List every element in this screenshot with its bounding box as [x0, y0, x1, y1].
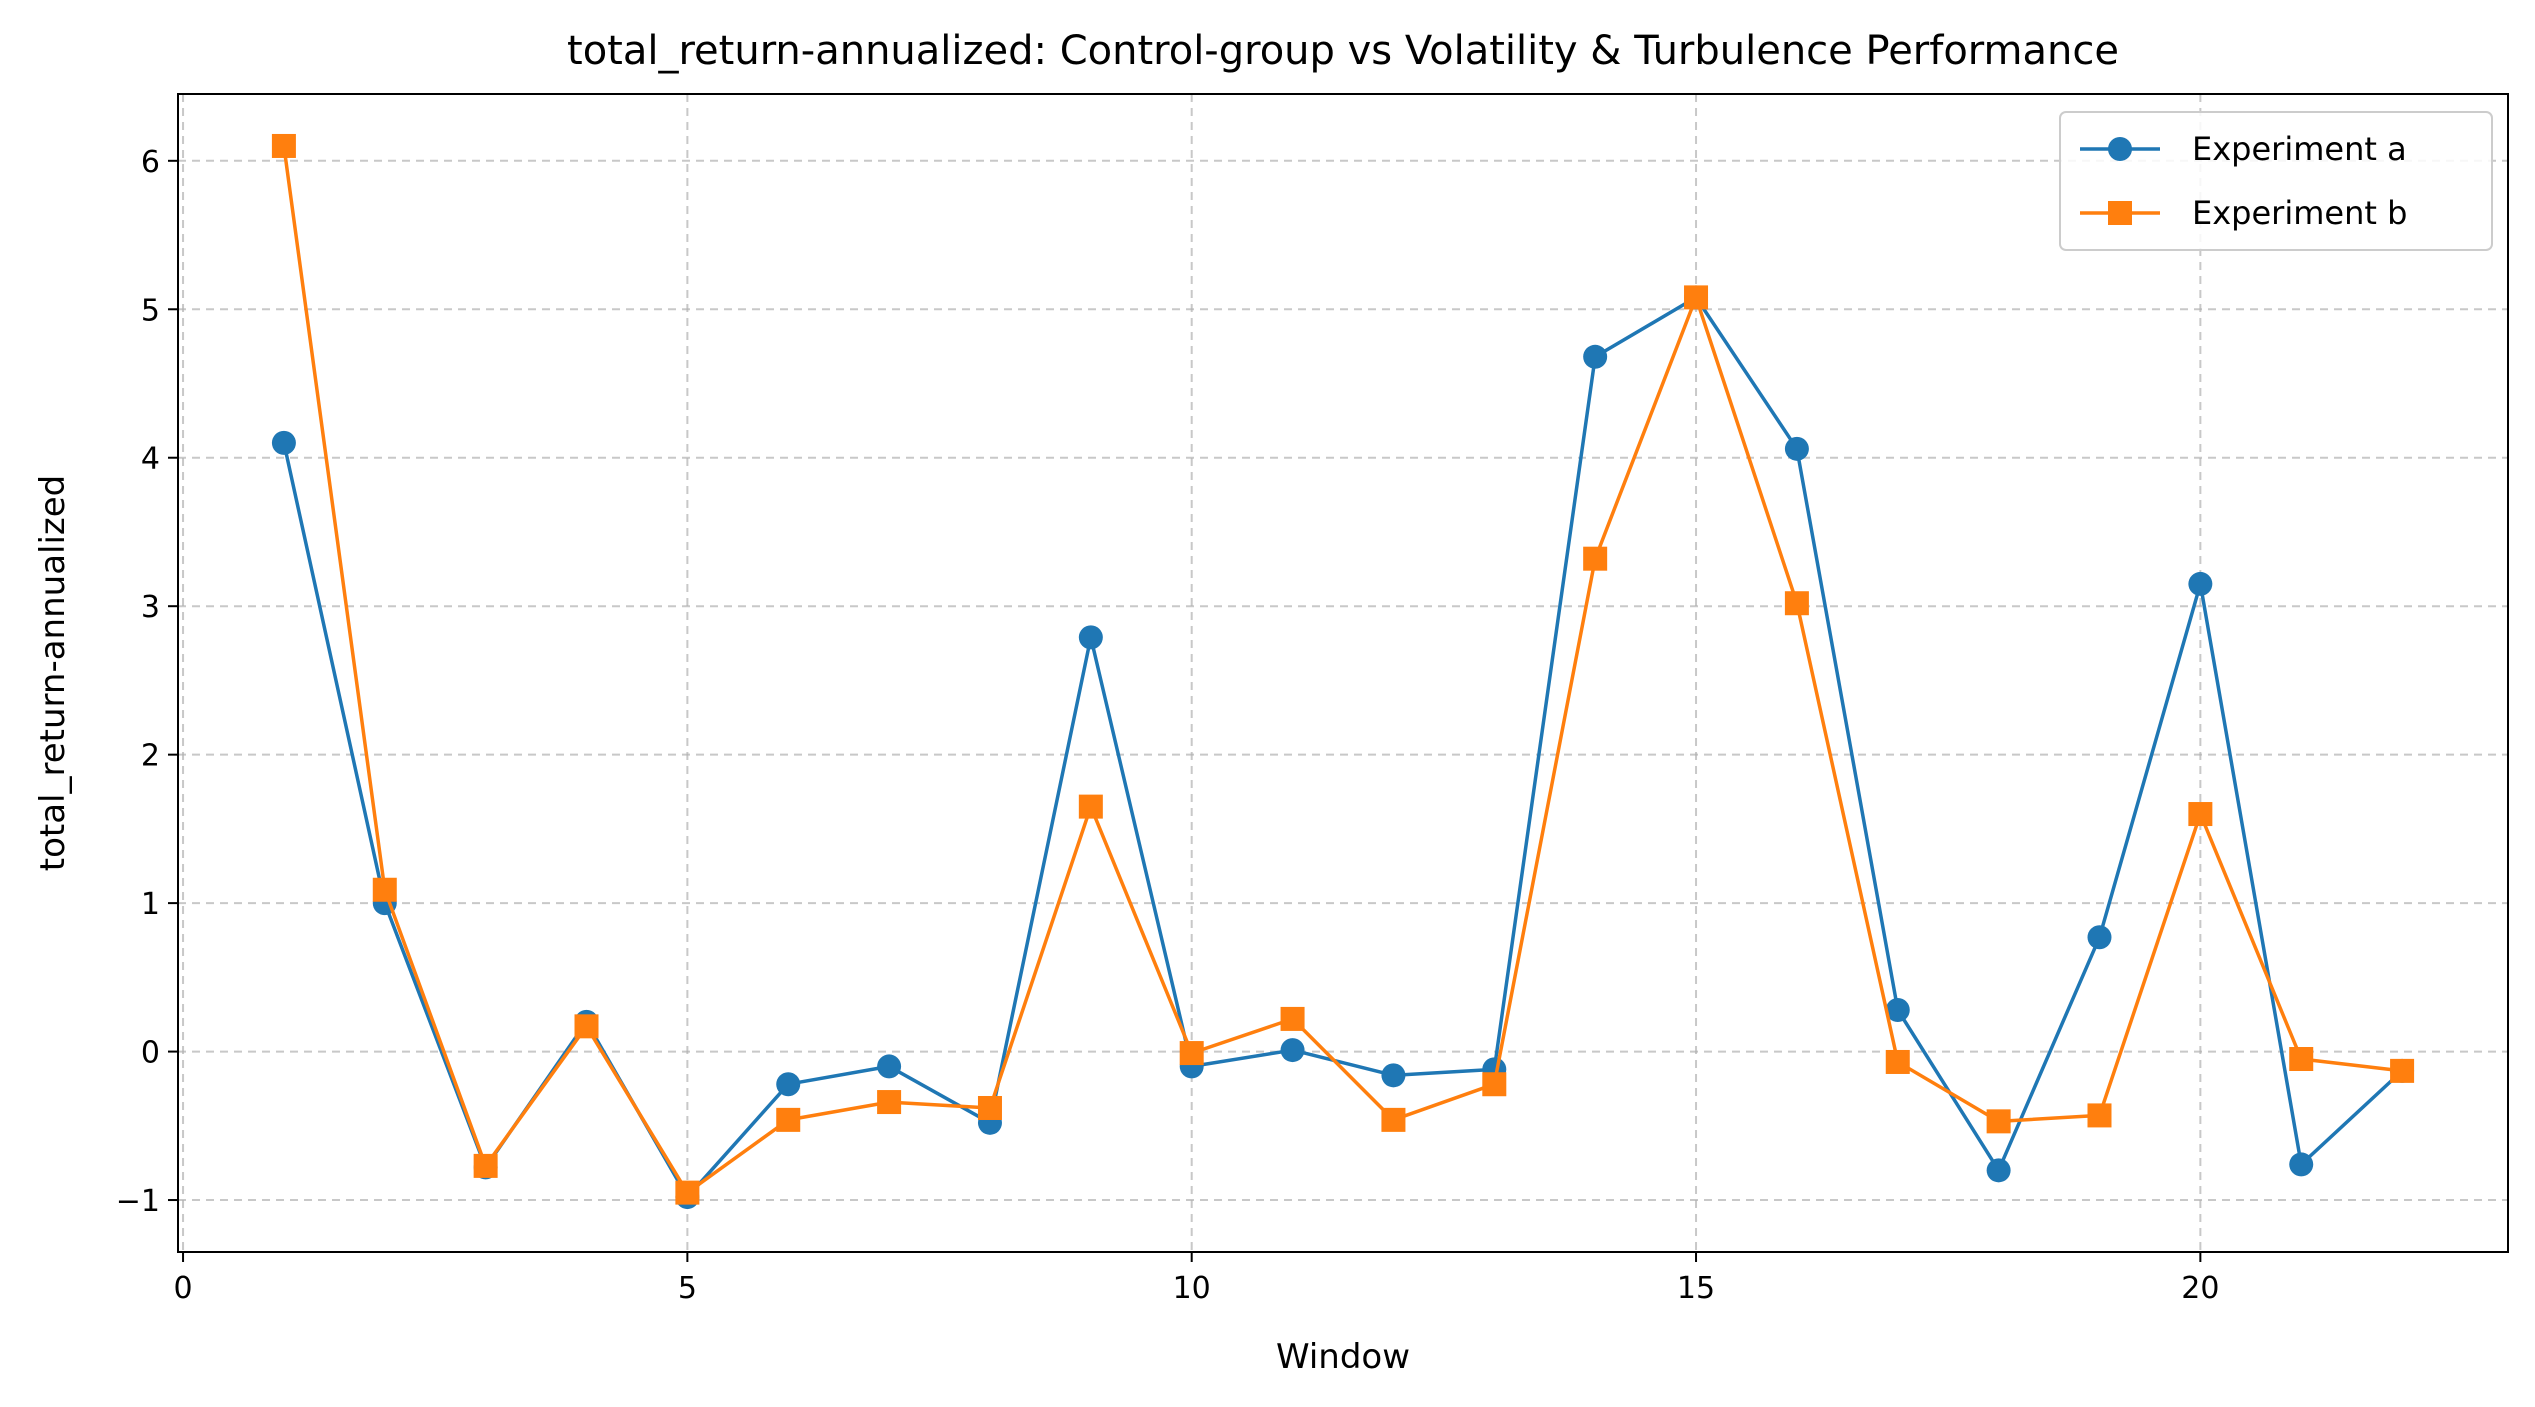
x-tick-label: 5 — [678, 1271, 697, 1306]
data-point-experiment-b — [1784, 591, 1809, 616]
data-point-experiment-b — [2289, 1047, 2314, 1071]
x-tick-label: 10 — [1173, 1271, 1211, 1306]
chart-title: total_return-annualized: Control-group v… — [567, 28, 2119, 74]
data-point-experiment-b — [1381, 1107, 1406, 1132]
data-point-experiment-b — [1179, 1041, 1204, 1066]
series-line-experiment-a — [282, 295, 2404, 1199]
data-point-experiment-b — [1583, 546, 1608, 571]
y-tick-label: 3 — [141, 590, 160, 625]
data-point-experiment-b — [1482, 1072, 1507, 1097]
data-point-experiment-a — [776, 1072, 801, 1097]
series-line-experiment-b — [282, 145, 2403, 1195]
data-point-experiment-b — [473, 1153, 498, 1178]
y-tick-label: 2 — [141, 739, 160, 774]
legend: Experiment a Experiment b — [2059, 111, 2493, 251]
data-point-experiment-b — [977, 1095, 1002, 1120]
data-point-experiment-a — [2289, 1152, 2314, 1177]
data-point-experiment-b — [2087, 1103, 2112, 1128]
y-tick-label: −1 — [116, 1184, 160, 1219]
data-point-experiment-a — [877, 1054, 902, 1079]
data-point-experiment-b — [372, 877, 397, 902]
data-series — [271, 133, 2415, 1210]
data-point-experiment-a — [1583, 344, 1608, 369]
data-point-experiment-a — [1280, 1038, 1305, 1063]
data-point-experiment-b — [877, 1090, 902, 1115]
y-tick-label: 5 — [141, 293, 160, 328]
plot-frame — [177, 93, 2509, 1253]
data-point-experiment-b — [1885, 1049, 1910, 1074]
data-point-experiment-b — [1280, 1006, 1305, 1031]
y-tick-label: 1 — [141, 887, 160, 922]
legend-label-experiment-a: Experiment a — [2192, 130, 2407, 168]
data-point-experiment-b — [1078, 794, 1103, 819]
legend-items: Experiment a Experiment b — [2080, 130, 2407, 232]
data-point-experiment-b — [574, 1014, 599, 1039]
legend-marker-experiment-b — [2108, 201, 2132, 225]
series-experiment-b — [271, 133, 2415, 1205]
x-tick-label: 20 — [2181, 1271, 2219, 1306]
x-tick-label: 0 — [173, 1271, 192, 1306]
x-axis-label: Window — [1276, 1337, 1410, 1377]
data-point-experiment-a — [1885, 998, 1910, 1023]
data-point-experiment-a — [2087, 925, 2112, 950]
x-tick-label: 15 — [1677, 1271, 1715, 1306]
data-point-experiment-b — [1986, 1109, 2011, 1134]
y-tick-label: 6 — [141, 145, 160, 180]
y-tick-label: 4 — [141, 442, 160, 477]
legend-frame — [2059, 111, 2493, 251]
legend-marker-experiment-a — [2108, 137, 2132, 161]
y-tick-label: 0 — [141, 1036, 160, 1071]
data-point-experiment-b — [776, 1107, 801, 1132]
data-point-experiment-b — [1684, 285, 1709, 310]
data-point-experiment-b — [2188, 802, 2213, 827]
data-point-experiment-a — [1986, 1158, 2011, 1183]
data-point-experiment-a — [1381, 1063, 1406, 1088]
data-point-experiment-a — [1078, 625, 1103, 650]
data-point-experiment-a — [271, 430, 296, 455]
data-point-experiment-a — [1784, 436, 1809, 461]
y-axis-label: total_return-annualized — [33, 475, 73, 872]
gridlines — [178, 94, 2508, 1252]
data-point-experiment-b — [2390, 1058, 2415, 1083]
data-point-experiment-b — [675, 1180, 700, 1205]
x-axis-ticks: 0 5 10 15 20 — [173, 1252, 2219, 1306]
legend-label-experiment-b: Experiment b — [2192, 194, 2407, 232]
y-axis-ticks: −1 0 1 2 3 4 5 6 — [116, 145, 178, 1219]
data-point-experiment-a — [2188, 571, 2213, 596]
data-point-experiment-b — [271, 133, 296, 158]
